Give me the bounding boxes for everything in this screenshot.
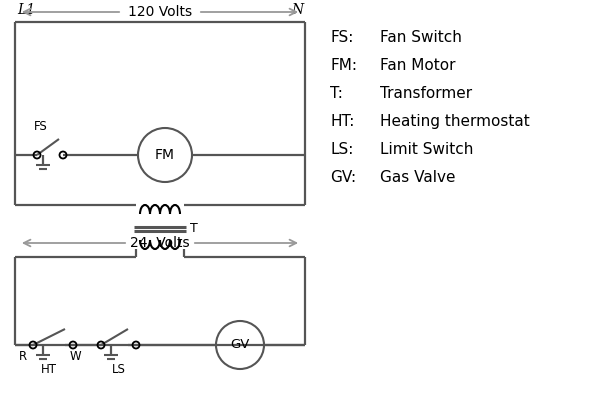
Text: Fan Motor: Fan Motor xyxy=(380,58,455,73)
Text: N: N xyxy=(291,3,303,17)
Text: Fan Switch: Fan Switch xyxy=(380,30,462,45)
Text: FM:: FM: xyxy=(330,58,357,73)
Text: T:: T: xyxy=(330,86,343,101)
Text: FM: FM xyxy=(155,148,175,162)
Text: T: T xyxy=(190,222,198,236)
Text: L1: L1 xyxy=(17,3,35,17)
Text: GV: GV xyxy=(230,338,250,352)
Text: W: W xyxy=(69,350,81,363)
Text: R: R xyxy=(19,350,27,363)
Text: Heating thermostat: Heating thermostat xyxy=(380,114,530,129)
Text: Gas Valve: Gas Valve xyxy=(380,170,455,185)
Text: HT: HT xyxy=(41,363,57,376)
Text: LS: LS xyxy=(112,363,126,376)
Text: FS:: FS: xyxy=(330,30,353,45)
Text: FS: FS xyxy=(34,120,48,133)
Text: Limit Switch: Limit Switch xyxy=(380,142,473,157)
Text: HT:: HT: xyxy=(330,114,355,129)
Text: 120 Volts: 120 Volts xyxy=(128,5,192,19)
Text: LS:: LS: xyxy=(330,142,353,157)
Text: GV:: GV: xyxy=(330,170,356,185)
Text: 24  Volts: 24 Volts xyxy=(130,236,190,250)
Text: Transformer: Transformer xyxy=(380,86,472,101)
